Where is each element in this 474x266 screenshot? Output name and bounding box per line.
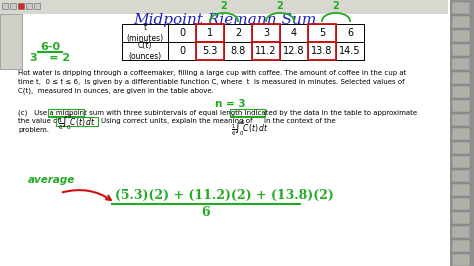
Bar	[56, 117, 98, 126]
Bar	[450, 0, 474, 266]
Text: 2: 2	[220, 1, 228, 11]
Text: 6: 6	[347, 28, 353, 38]
Bar	[48, 109, 84, 117]
Text: C(t)
(ounces): C(t) (ounces)	[128, 41, 162, 61]
Text: Midpoint Riemann Sum: Midpoint Riemann Sum	[133, 13, 317, 27]
Text: $\frac{1}{6}\!\int_0^6\!C(t)\,dt$: $\frac{1}{6}\!\int_0^6\!C(t)\,dt$	[58, 112, 96, 132]
Text: the value of: the value of	[18, 118, 60, 124]
Bar	[26, 3, 32, 9]
Text: 13.8: 13.8	[311, 46, 333, 56]
Text: 14.5: 14.5	[339, 46, 361, 56]
Text: (c)   Use a midpoint sum with three subintervals of equal length indicated by th: (c) Use a midpoint sum with three subint…	[18, 109, 417, 115]
Text: 6: 6	[202, 206, 210, 219]
Bar	[452, 226, 470, 238]
Bar	[122, 24, 364, 60]
Text: 3: 3	[263, 28, 269, 38]
Bar	[452, 30, 470, 42]
Text: 2: 2	[235, 28, 241, 38]
Bar	[0, 0, 448, 14]
Text: 0: 0	[179, 28, 185, 38]
Text: $\frac{1}{6}\!\int_0^6\!C(t)\,dt$: $\frac{1}{6}\!\int_0^6\!C(t)\,dt$	[231, 118, 269, 138]
Text: 1: 1	[207, 28, 213, 38]
Bar	[452, 156, 470, 168]
Bar	[452, 2, 470, 14]
Text: 6-0: 6-0	[40, 42, 60, 52]
Bar	[0, 14, 22, 69]
Text: in the context of the: in the context of the	[264, 118, 336, 124]
Bar	[452, 198, 470, 210]
Bar	[452, 16, 470, 28]
Bar	[252, 42, 280, 60]
Bar	[452, 212, 470, 224]
Text: 3   = 2: 3 = 2	[30, 53, 70, 63]
Bar	[34, 3, 40, 9]
Text: 0: 0	[179, 46, 185, 56]
Text: 4: 4	[291, 28, 297, 38]
Bar	[196, 24, 224, 42]
Bar	[452, 114, 470, 126]
Text: 2: 2	[333, 1, 339, 11]
Bar	[452, 184, 470, 196]
Text: Using correct units, explain the meaning of: Using correct units, explain the meaning…	[101, 118, 253, 124]
Text: t
(minutes): t (minutes)	[127, 23, 164, 43]
Bar	[452, 72, 470, 84]
Bar	[452, 58, 470, 70]
Bar	[252, 24, 280, 42]
Text: 5: 5	[319, 28, 325, 38]
Bar	[452, 170, 470, 182]
Bar	[308, 24, 336, 42]
Bar	[452, 240, 470, 252]
Bar	[452, 86, 470, 98]
Bar	[452, 142, 470, 154]
Bar	[196, 42, 224, 60]
Text: 12.8: 12.8	[283, 46, 305, 56]
Bar	[452, 128, 470, 140]
Bar	[452, 254, 470, 266]
Text: time t,  0 ≤ t ≤ 6,  is given by a differentiable function C, where  t  is measu: time t, 0 ≤ t ≤ 6, is given by a differe…	[18, 79, 405, 85]
Bar	[10, 3, 16, 9]
Bar	[452, 100, 470, 112]
Text: C(t),  measured in ounces, are given in the table above.: C(t), measured in ounces, are given in t…	[18, 88, 214, 94]
Text: (5.3)(2) + (11.2)(2) + (13.8)(2): (5.3)(2) + (11.2)(2) + (13.8)(2)	[115, 189, 334, 202]
Text: problem.: problem.	[18, 127, 49, 133]
Text: n = 3: n = 3	[215, 99, 246, 109]
Text: 2: 2	[277, 1, 283, 11]
Text: 11.2: 11.2	[255, 46, 277, 56]
FancyArrowPatch shape	[63, 190, 111, 200]
Bar	[18, 3, 24, 9]
Text: 8.8: 8.8	[230, 46, 246, 56]
Text: Hot water is dripping through a coffeemaker, filling a large cup with coffee. Th: Hot water is dripping through a coffeema…	[18, 70, 406, 76]
Text: average: average	[28, 175, 75, 185]
Bar	[230, 109, 265, 117]
Bar	[308, 42, 336, 60]
Bar	[2, 3, 8, 9]
Text: 5.3: 5.3	[202, 46, 218, 56]
Bar	[452, 44, 470, 56]
